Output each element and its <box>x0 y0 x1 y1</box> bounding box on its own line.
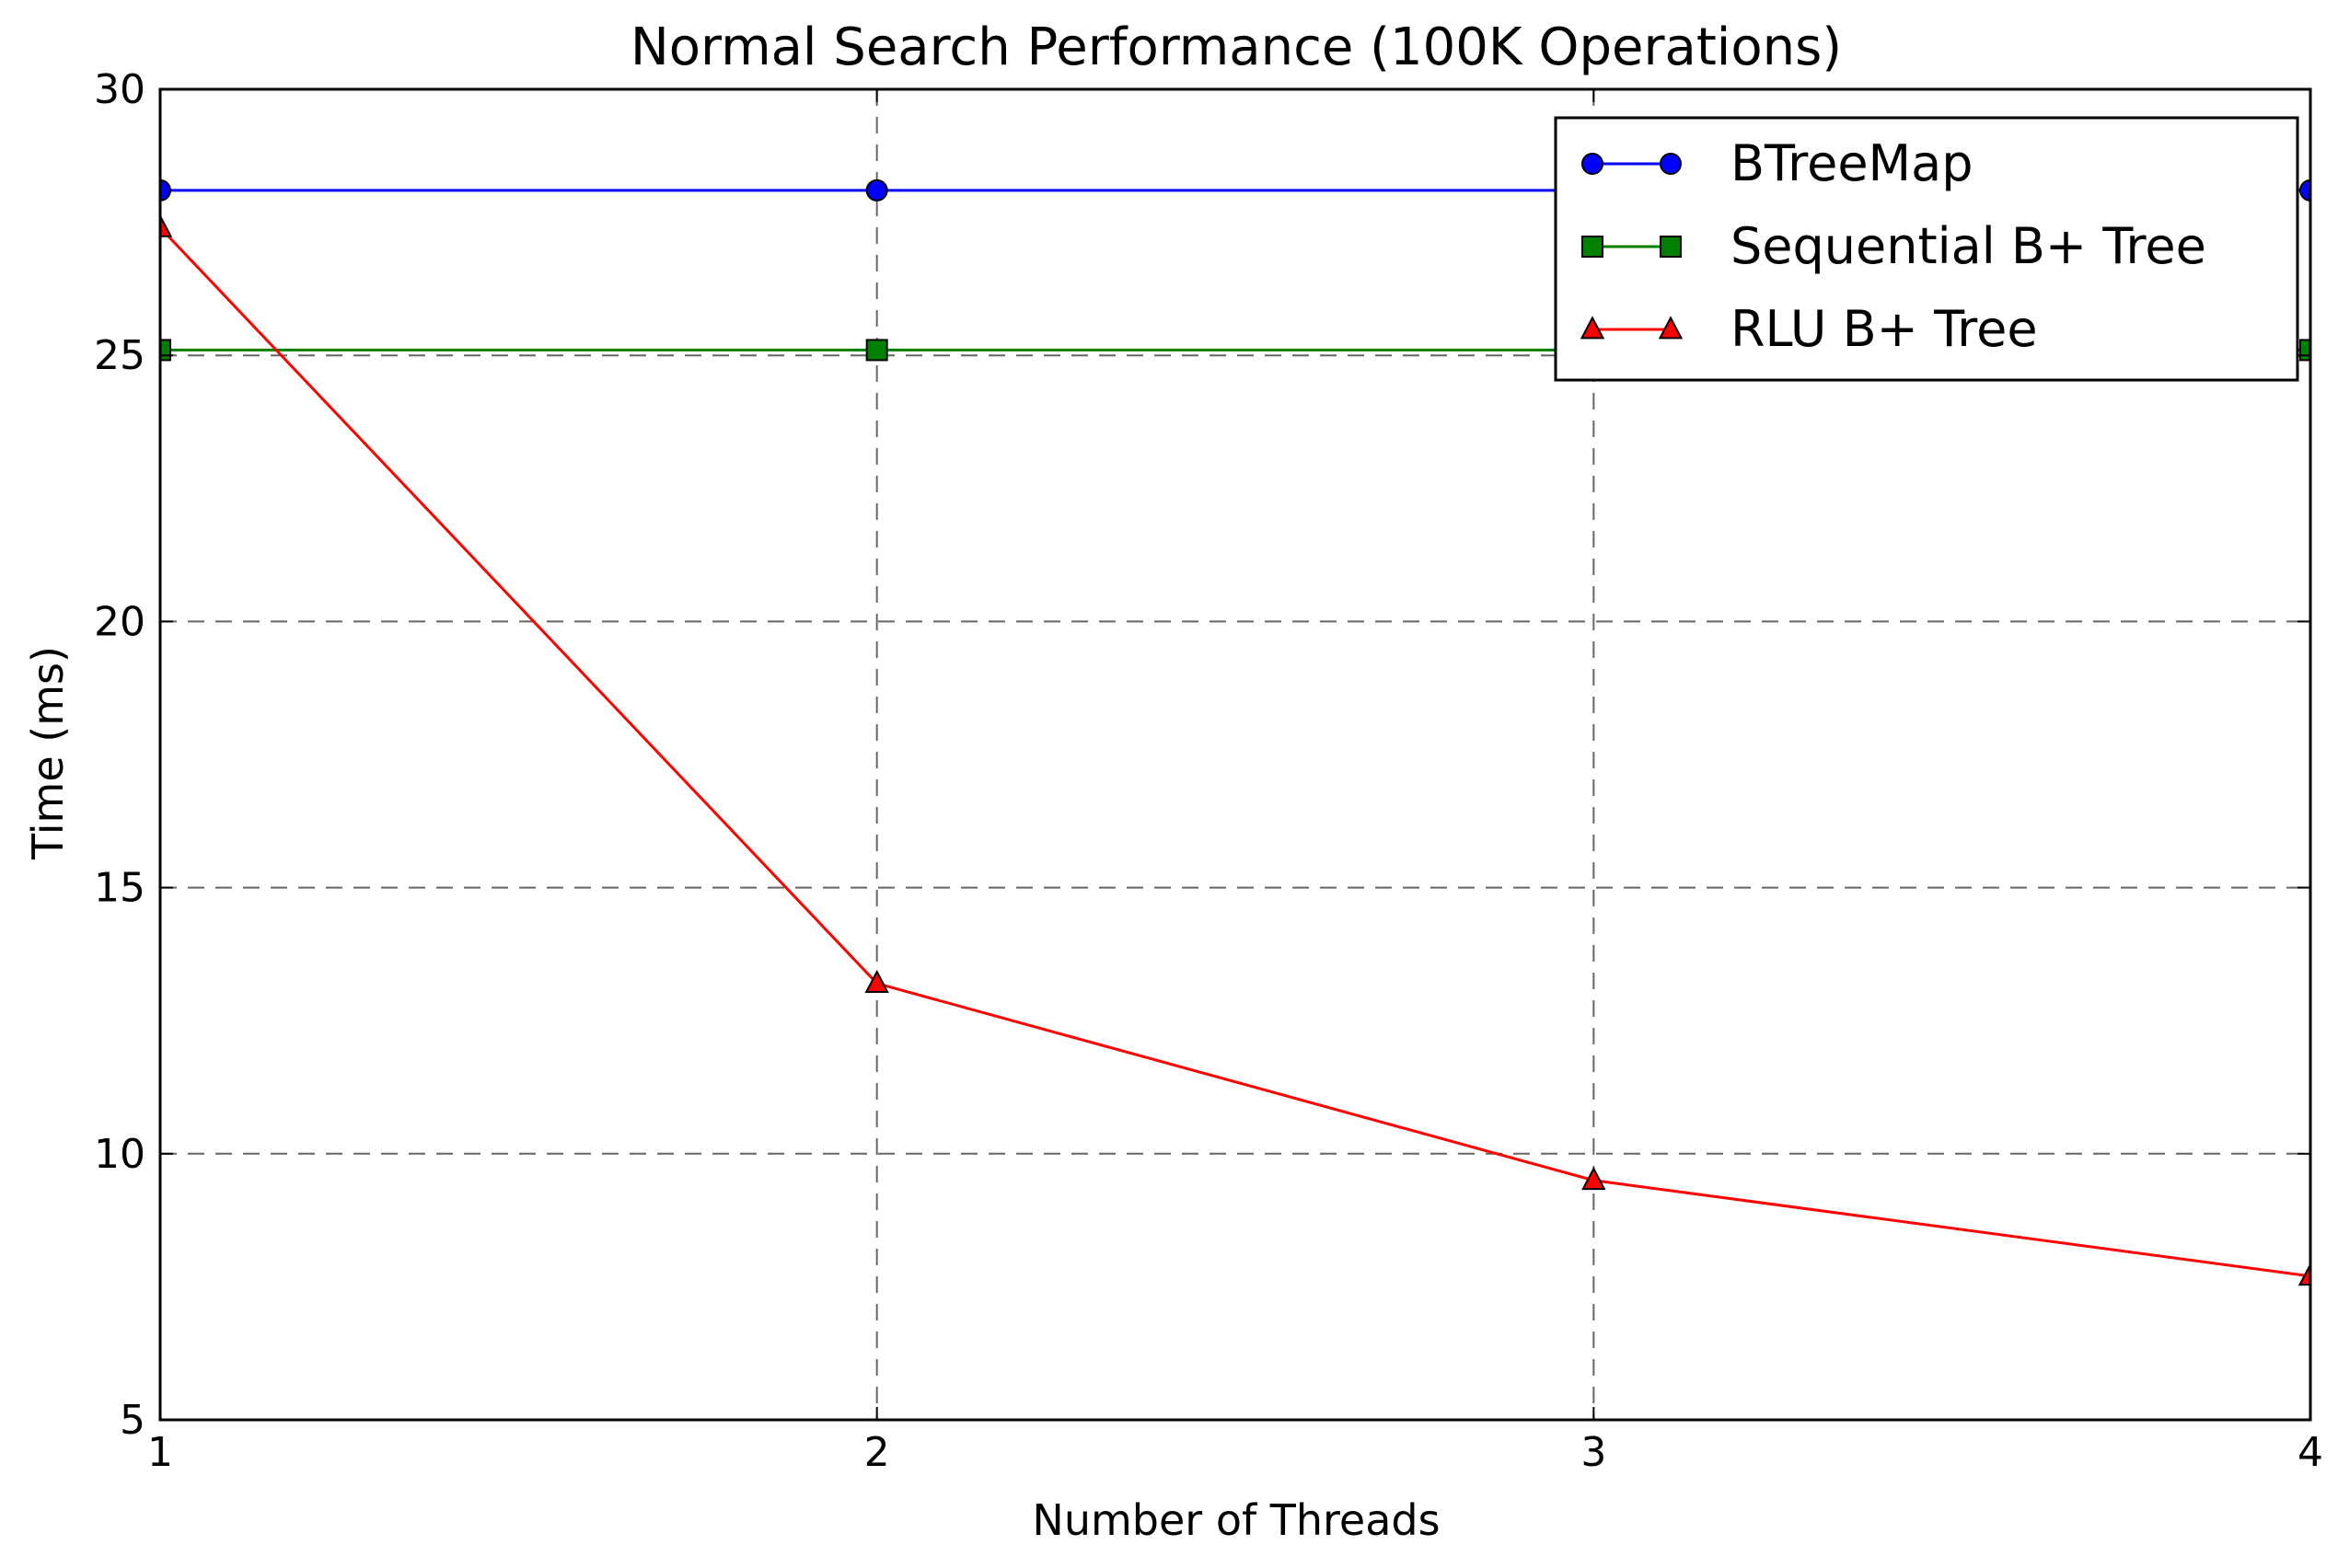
data-point-sequential-b-tree <box>865 339 888 362</box>
x-tick-label: 1 <box>147 1429 173 1476</box>
y-tick-label: 30 <box>94 66 145 113</box>
data-point-sequential-b-tree <box>160 339 171 362</box>
series-line-rlu-b-tree <box>160 226 2310 1278</box>
data-point-btreemap <box>865 179 888 202</box>
y-tick-label: 25 <box>94 332 145 379</box>
y-tick-label: 20 <box>94 598 145 645</box>
legend-item-btreemap: BTreeMap <box>1581 134 1973 192</box>
data-point-btreemap <box>2299 179 2310 202</box>
data-point-rlu-b-tree <box>160 213 173 237</box>
data-point-btreemap <box>160 179 171 202</box>
legend-item-sequential-b-tree: Sequential B+ Tree <box>1581 217 2206 275</box>
legend-label: RLU B+ Tree <box>1730 300 2038 358</box>
legend-marker-end <box>1660 236 1682 258</box>
y-tick-label: 15 <box>94 865 145 912</box>
chart-title: Normal Search Performance (100K Operatio… <box>631 17 1842 77</box>
legend-marker-start <box>1581 153 1603 175</box>
x-axis-label: Number of Threads <box>1032 1495 1440 1545</box>
y-tick-label: 5 <box>120 1397 145 1444</box>
legend-marker-start <box>1581 236 1603 258</box>
plot-frame <box>158 87 2312 1422</box>
legend-marker-end <box>1658 316 1684 340</box>
x-tick-label: 3 <box>1580 1429 1606 1476</box>
axis-ticks: 1 2 3 4 5 10 15 20 25 30 <box>94 66 2323 1476</box>
legend-label: Sequential B+ Tree <box>1730 217 2206 275</box>
data-point-rlu-b-tree <box>864 969 889 994</box>
data-point-rlu-b-tree <box>1581 1166 1606 1191</box>
legend-marker-end <box>1660 153 1682 175</box>
legend-marker-start <box>1580 316 1605 340</box>
legend: BTreeMap Sequential B+ Tree RLU B+ Tree <box>1554 116 2299 382</box>
legend-label: BTreeMap <box>1730 134 1973 192</box>
data-point-sequential-b-tree <box>2299 339 2310 362</box>
data-point-rlu-b-tree <box>2297 1262 2310 1286</box>
y-tick-label: 10 <box>94 1131 145 1178</box>
x-tick-label: 2 <box>864 1429 890 1476</box>
legend-item-rlu-b-tree: RLU B+ Tree <box>1580 300 2038 358</box>
y-axis-label: Time (ms) <box>23 646 73 860</box>
series-rlu-b-tree <box>160 213 2310 1286</box>
x-tick-label: 4 <box>2297 1429 2323 1476</box>
